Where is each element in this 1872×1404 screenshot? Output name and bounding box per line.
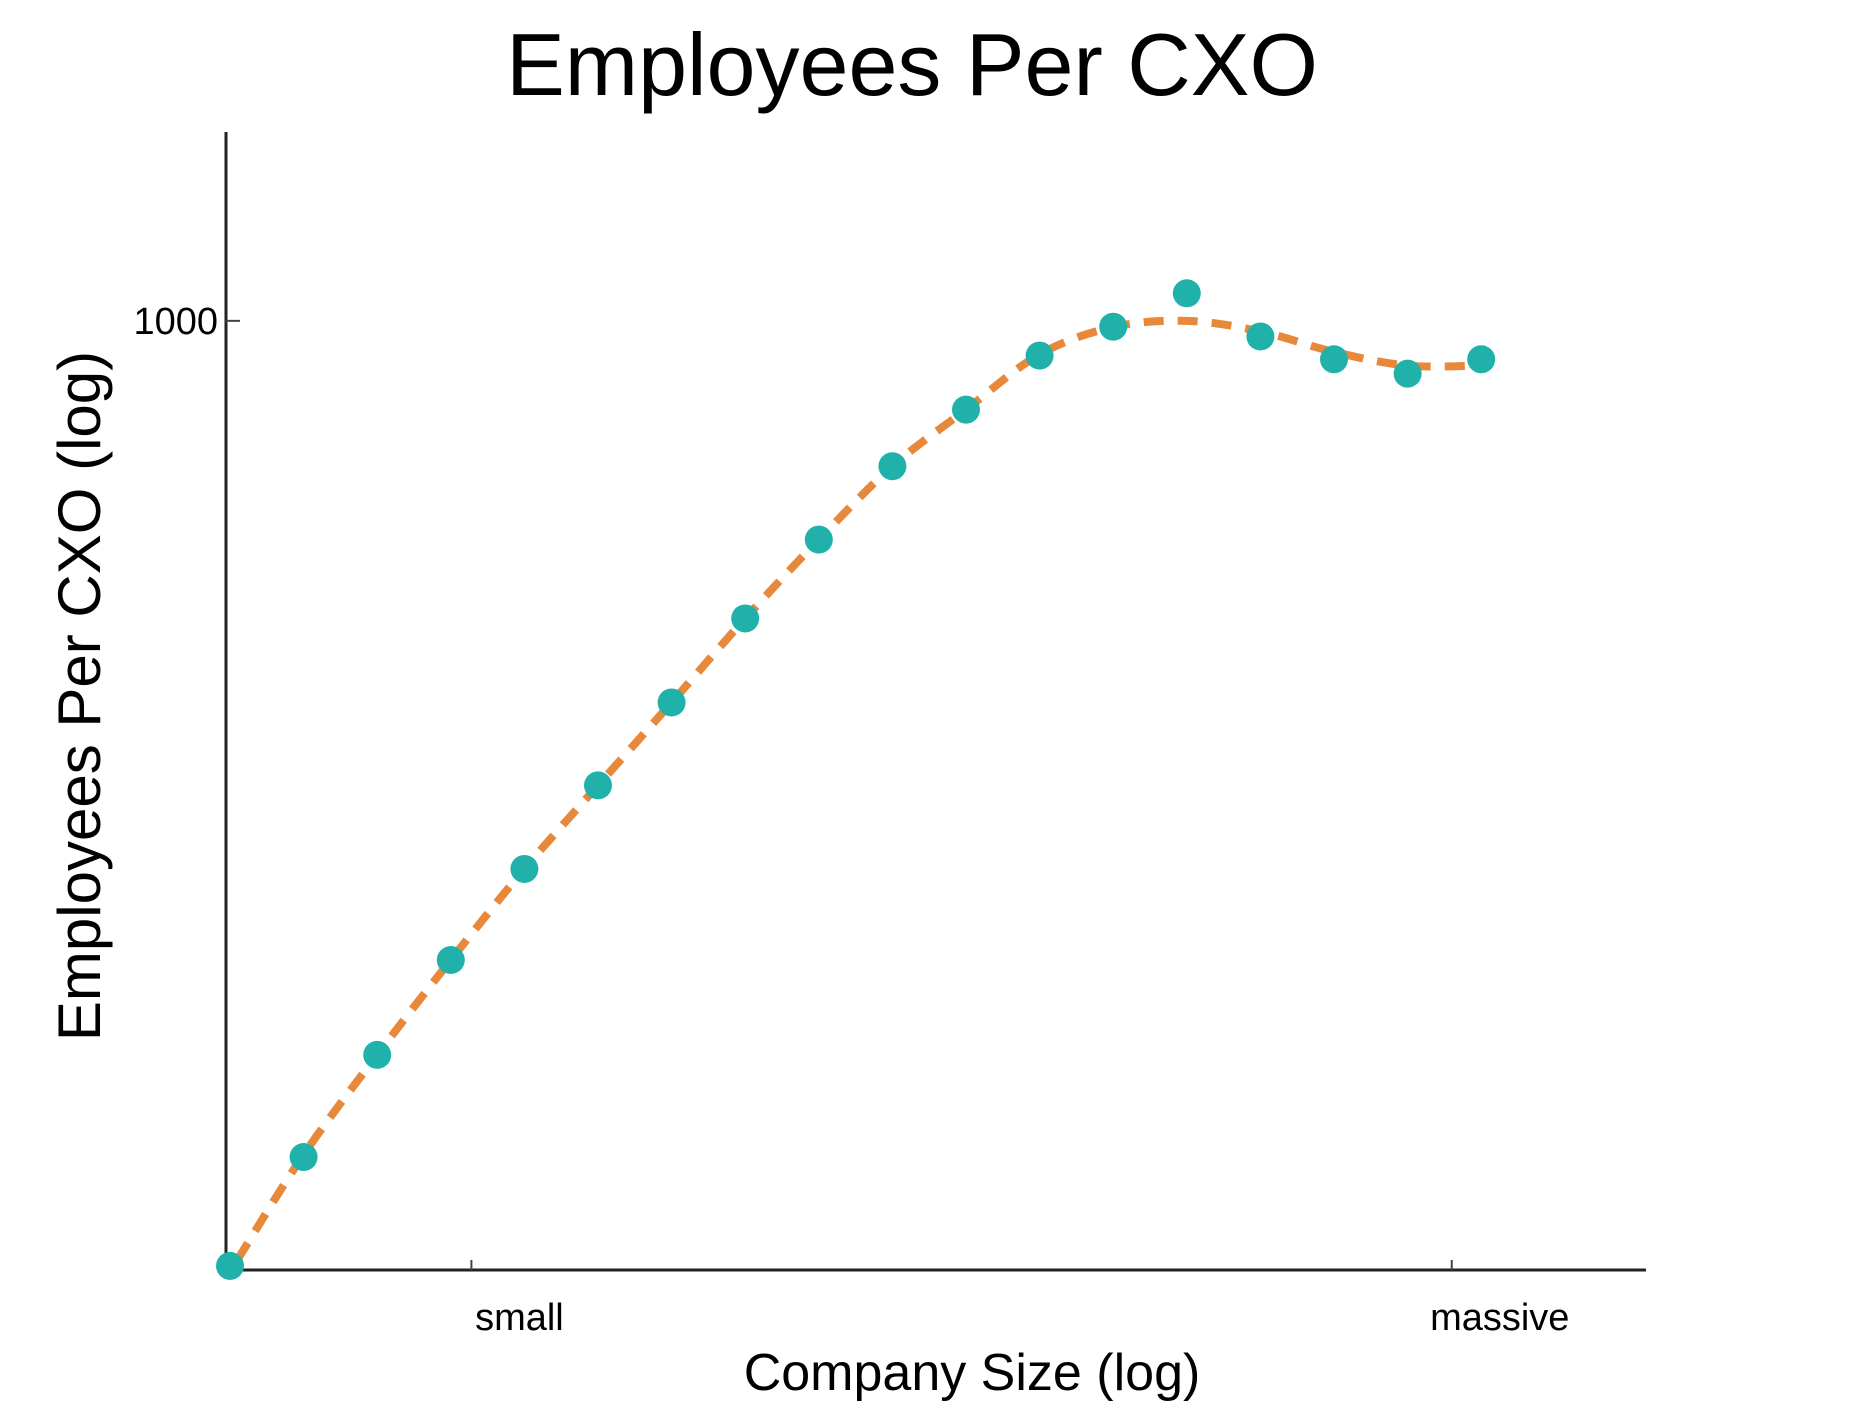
x-axis-label: Company Size (log): [744, 1344, 1201, 1402]
data-point: [1025, 341, 1054, 370]
y-tick-label: 1000: [133, 301, 218, 343]
data-point: [1467, 345, 1496, 374]
x-tick-label: small: [475, 1297, 564, 1339]
data-point: [363, 1040, 392, 1069]
data-point: [952, 395, 980, 424]
chart-title: Employees Per CXO: [506, 15, 1318, 114]
data-point: [1246, 322, 1275, 351]
y-axis-label: Employees Per CXO (log): [46, 351, 113, 1041]
data-point: [1393, 359, 1422, 388]
data-point: [584, 771, 612, 800]
data-point: [436, 946, 465, 975]
data-point: [878, 452, 907, 481]
data-point: [804, 525, 833, 554]
data-point: [216, 1251, 244, 1280]
data-point: [510, 854, 539, 883]
x-tick-label: massive: [1430, 1297, 1569, 1339]
data-point: [1320, 345, 1348, 374]
data-point: [657, 688, 686, 717]
data-point: [289, 1143, 318, 1172]
data-point: [1172, 279, 1201, 308]
data-point: [1099, 312, 1128, 341]
fit-line: [233, 316, 1482, 1263]
data-point: [731, 604, 760, 633]
